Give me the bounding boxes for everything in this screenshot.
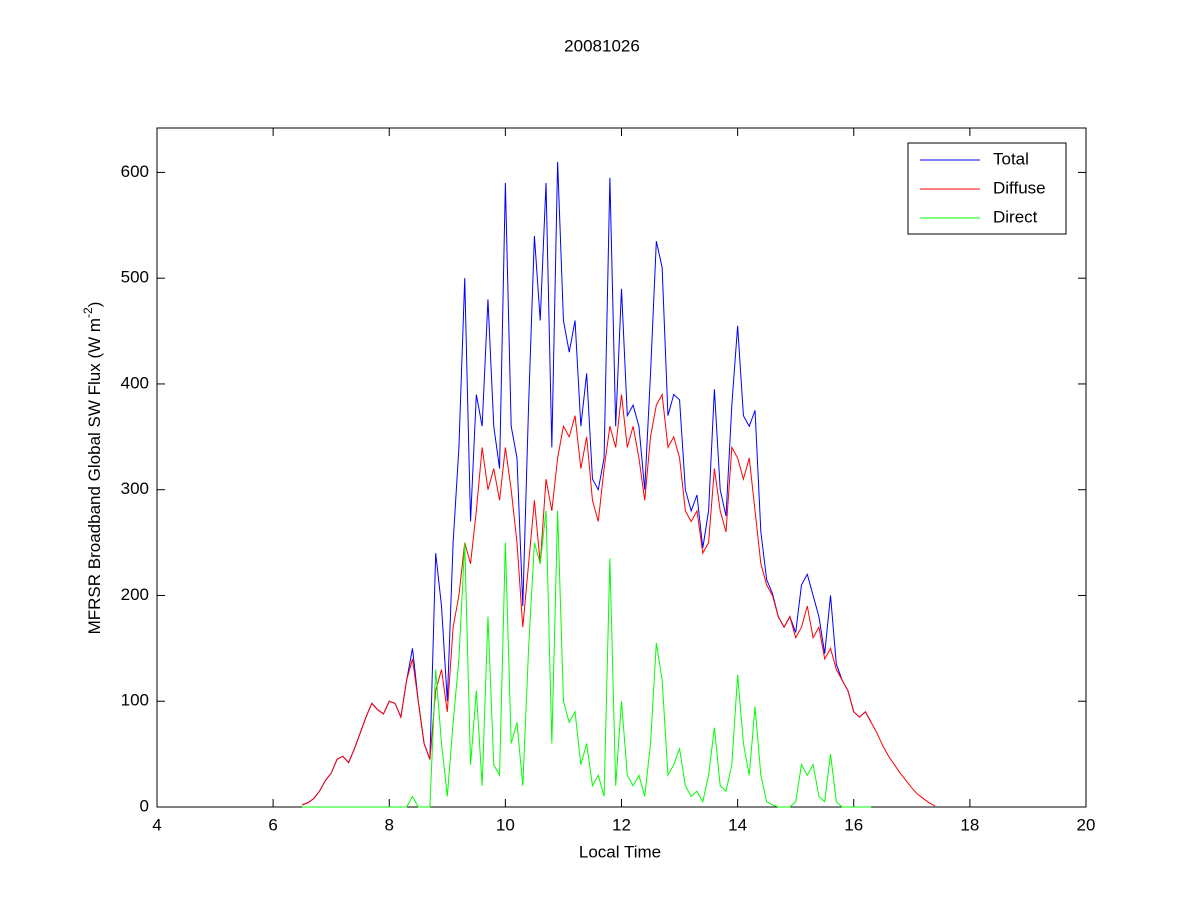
chart-title: 20081026: [564, 36, 640, 55]
y-tick-label: 400: [121, 373, 149, 392]
y-tick-label: 100: [121, 691, 149, 710]
x-tick-label: 8: [385, 815, 394, 834]
y-axis-label: MFRSR Broadband Global SW Flux (W m-2): [81, 302, 104, 635]
legend-label: Total: [993, 149, 1029, 168]
y-label-end: ): [85, 302, 104, 308]
y-label-text: MFRSR Broadband Global SW Flux (W m: [85, 318, 104, 634]
x-tick-label: 20: [1077, 815, 1096, 834]
x-tick-label: 4: [152, 815, 161, 834]
legend-label: Diffuse: [993, 178, 1046, 197]
x-tick-label: 10: [496, 815, 515, 834]
y-tick-label: 300: [121, 479, 149, 498]
x-tick-label: 18: [960, 815, 979, 834]
legend-label: Direct: [993, 207, 1038, 226]
x-tick-label: 12: [612, 815, 631, 834]
y-tick-label: 500: [121, 268, 149, 287]
x-tick-label: 14: [728, 815, 747, 834]
series-line: [301, 392, 936, 807]
series-line: [302, 510, 872, 808]
y-label-sup: -2: [81, 307, 95, 318]
x-tick-label: 6: [268, 815, 277, 834]
y-tick-label: 200: [121, 585, 149, 604]
x-axis-label: Local Time: [579, 842, 661, 861]
y-tick-label: 0: [140, 796, 149, 815]
plot-frame: [156, 127, 1087, 808]
x-tick-label: 16: [844, 815, 863, 834]
y-tick-label: 600: [121, 162, 149, 181]
